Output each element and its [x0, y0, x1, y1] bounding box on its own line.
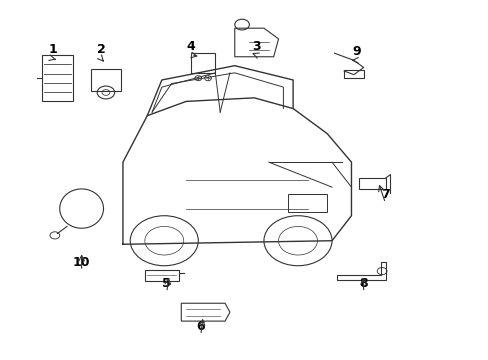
Text: 3: 3 — [252, 40, 261, 53]
Text: 8: 8 — [359, 277, 367, 290]
Text: 9: 9 — [351, 45, 360, 58]
Text: 5: 5 — [162, 277, 171, 290]
Text: 7: 7 — [380, 188, 389, 201]
Text: 10: 10 — [73, 256, 90, 269]
Text: 4: 4 — [186, 40, 195, 53]
Text: 6: 6 — [196, 320, 204, 333]
Text: 2: 2 — [97, 43, 105, 56]
Text: 1: 1 — [48, 43, 57, 56]
